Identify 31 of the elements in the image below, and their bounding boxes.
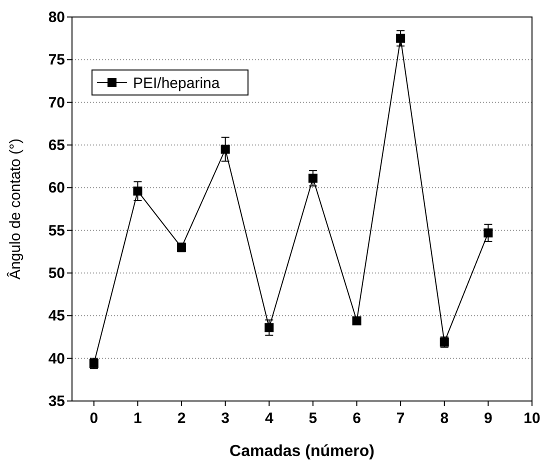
x-tick-label: 0 bbox=[90, 410, 98, 427]
y-tick-label: 40 bbox=[48, 350, 65, 368]
point bbox=[308, 174, 318, 183]
x-axis-title: Camadas (número) bbox=[230, 443, 374, 460]
y-tick-label: 45 bbox=[48, 308, 65, 325]
y-tick-label: 50 bbox=[48, 265, 65, 282]
y-tick-label: 80 bbox=[48, 9, 65, 26]
point bbox=[352, 316, 362, 326]
y-tick-label: 35 bbox=[48, 393, 65, 410]
y-axis-title: Ângulo de contato (°) bbox=[6, 138, 24, 280]
legend-label: PEI/heparina bbox=[133, 75, 220, 92]
point bbox=[133, 186, 142, 196]
x-tick-label: 1 bbox=[134, 410, 142, 427]
x-tick-label: 9 bbox=[484, 410, 492, 427]
point bbox=[396, 34, 406, 43]
point bbox=[484, 228, 493, 238]
x-tick-label: 5 bbox=[308, 410, 318, 427]
y-tick-label: 65 bbox=[48, 137, 65, 154]
y-tick-label: 70 bbox=[48, 94, 65, 112]
point bbox=[220, 144, 230, 154]
y-tick-label: 75 bbox=[48, 52, 65, 69]
y-tick-label: 55 bbox=[48, 222, 65, 240]
point bbox=[264, 323, 274, 332]
x-tick-label: 3 bbox=[221, 410, 230, 427]
x-tick-label: 2 bbox=[177, 410, 186, 427]
x-tick-label: 10 bbox=[524, 410, 540, 427]
x-tick-label: 8 bbox=[440, 410, 449, 427]
x-tick-label: 6 bbox=[352, 410, 361, 427]
x-tick-label: 7 bbox=[396, 410, 405, 427]
y-tick-label: 60 bbox=[48, 180, 65, 197]
x-tick-label: 4 bbox=[264, 410, 274, 427]
